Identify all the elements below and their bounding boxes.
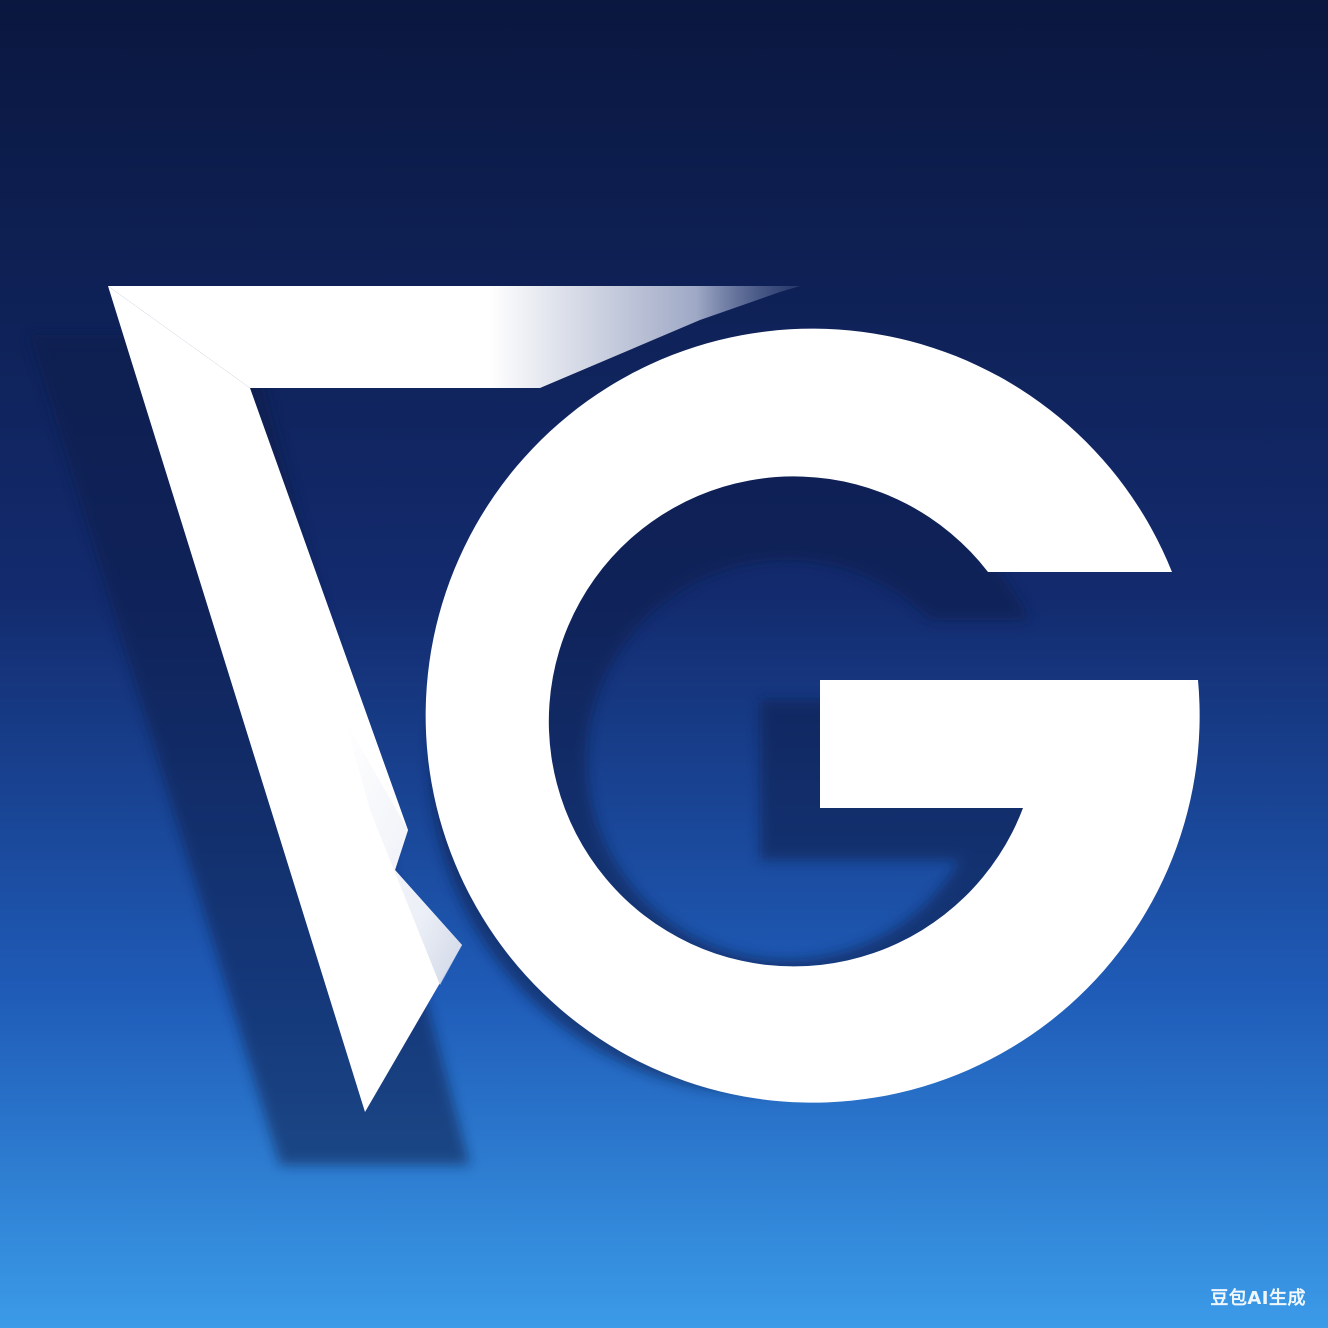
g-mark [425, 328, 1200, 1103]
watermark-label: 豆包AI生成 [1210, 1288, 1306, 1309]
v-left-leg [108, 286, 462, 1112]
g-letter [425, 328, 1200, 1103]
v-leg-fold [345, 720, 462, 985]
v-mark [108, 286, 800, 1112]
v-top-bar [108, 286, 800, 388]
